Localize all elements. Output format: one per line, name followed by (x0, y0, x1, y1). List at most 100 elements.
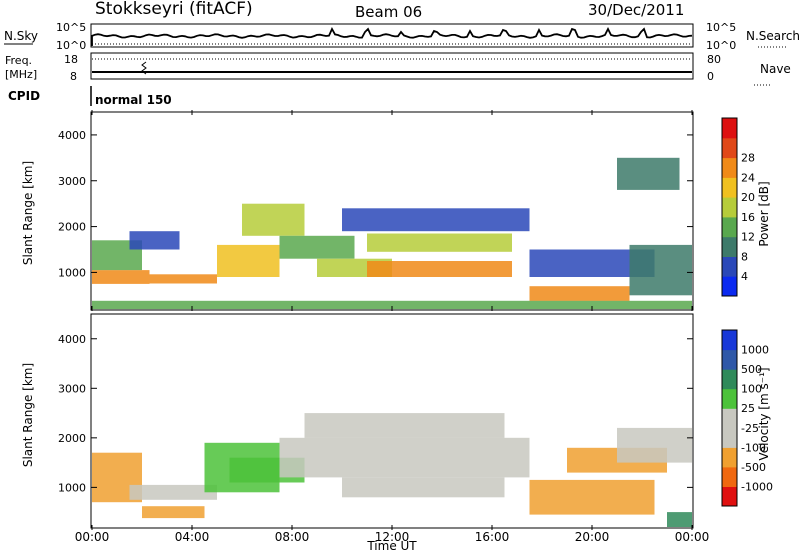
power-cbar-segment-6 (722, 157, 737, 178)
velocity-ytick-label-1: 2000 (58, 432, 86, 445)
power-cell-14 (617, 157, 680, 190)
velocity-cbar-segment-6 (722, 369, 737, 390)
power-cell-5 (242, 203, 305, 236)
power-cell-4 (217, 244, 280, 277)
power-cell-3 (129, 231, 180, 250)
velocity-ytick-label-2: 3000 (58, 382, 86, 395)
velocity-cbar-tick-1: 500 (741, 363, 762, 376)
power-cell-0 (92, 270, 150, 284)
x-tick-label-3: 12:00 (375, 530, 410, 544)
freq-axis-top: 18 (64, 53, 78, 66)
power-heatmap (92, 157, 692, 310)
velocity-cell-10 (617, 427, 692, 463)
freq-label: Freq. (5, 54, 32, 67)
noise-panel-frame (90, 23, 694, 48)
power-cbar-tick-2: 12 (741, 231, 755, 244)
velocity-heatmap (92, 413, 692, 527)
nave-axis-top: 80 (707, 53, 721, 66)
power-cbar-frame (721, 117, 738, 297)
power-cbar-segment-1 (722, 256, 737, 277)
x-tick-label-1: 04:00 (175, 530, 210, 544)
power-cbar-tick-1: 8 (741, 250, 748, 263)
velocity-cbar-segment-1 (722, 466, 737, 487)
x-tick-label-0: 00:00 (75, 530, 110, 544)
cpid-value: normal 150 (95, 93, 172, 107)
power-cbar-label: Power [dB] (757, 181, 771, 246)
velocity-ytick-label-0: 1000 (58, 481, 86, 494)
velocity-cbar-tick-4: -25 (741, 422, 759, 435)
x-axis-label: Time UT (366, 539, 417, 553)
power-cbar-segment-5 (722, 177, 737, 198)
velocity-cbar-segment-7 (722, 349, 737, 370)
velocity-cbar-tick-7: -1000 (741, 480, 773, 493)
beam-title: Beam 06 (355, 3, 422, 21)
x-tick-label-4: 16:00 (475, 530, 510, 544)
velocity-ytick-label-3: 4000 (58, 333, 86, 346)
velocity-cell-7 (342, 477, 505, 498)
velocity-cbar-tick-6: -500 (741, 461, 766, 474)
power-cbar-segment-3 (722, 216, 737, 238)
power-cell-15 (92, 300, 692, 310)
power-ytick-label-0: 1000 (58, 266, 86, 279)
velocity-cell-8 (529, 479, 655, 515)
power-cbar-tick-6: 28 (741, 152, 755, 165)
velocity-cbar-label: Velocity [m s⁻¹] (757, 367, 771, 460)
power-cbar-segment-7 (722, 137, 737, 159)
station-title: Stokkseyri (fitACF) (95, 0, 253, 19)
velocity-cbar-segment-0 (722, 486, 737, 507)
nsky-label: N.Sky (4, 29, 38, 43)
power-cell-8 (367, 261, 512, 277)
noise-axis-bottom-right: 10^0 (706, 39, 736, 52)
power-ytick-label-3: 4000 (58, 129, 86, 142)
velocity-cbar-segment-8 (722, 330, 737, 351)
x-tick-label-5: 20:00 (575, 530, 610, 544)
date-title: 30/Dec/2011 (588, 1, 684, 19)
freq-axis-bottom: 8 (70, 70, 77, 83)
power-cell-10 (342, 208, 530, 232)
freq-panel-frame (90, 52, 694, 80)
power-cell-6 (279, 235, 355, 259)
velocity-cbar-frame (721, 329, 738, 507)
noise-axis-top-right: 10^5 (706, 21, 736, 34)
velocity-cell-5 (279, 437, 530, 478)
freq-spike (141, 61, 147, 75)
power-cell-9 (367, 233, 512, 252)
power-cbar-tick-3: 16 (741, 211, 755, 224)
velocity-cell-2 (142, 506, 205, 519)
power-ytick-label-2: 3000 (58, 175, 86, 188)
power-cbar-segment-2 (722, 236, 737, 257)
velocity-cell-11 (667, 512, 692, 527)
velocity-cbar-segment-3 (722, 427, 737, 448)
power-cbar-tick-4: 20 (741, 191, 755, 204)
power-cbar-tick-0: 4 (741, 270, 748, 283)
nave-label: Nave (760, 62, 791, 76)
velocity-cbar-tick-5: -100 (741, 441, 766, 454)
velocity-cbar-segment-5 (722, 388, 737, 409)
power-cbar-segment-8 (722, 118, 737, 139)
velocity-cbar-tick-2: 100 (741, 383, 762, 396)
nave-axis-bottom: 0 (707, 70, 714, 83)
power-cell-13 (629, 244, 692, 296)
mhz-label: [MHz] (5, 68, 37, 81)
velocity-cell-1 (129, 484, 217, 500)
power-cbar-segment-4 (722, 197, 737, 218)
velocity-cbar-tick-0: 1000 (741, 344, 769, 357)
cpid-label: CPID (8, 89, 40, 103)
velocity-cbar-tick-3: 25 (741, 402, 755, 415)
power-ytick-label-1: 2000 (58, 221, 86, 234)
power-cbar-segment-0 (722, 276, 737, 297)
velocity-cbar-segment-4 (722, 408, 737, 429)
power-cell-11 (529, 286, 630, 301)
nsearch-label: N.Search (746, 29, 800, 43)
velocity-cell-6 (304, 413, 505, 438)
nsky-trace (91, 26, 693, 46)
noise-axis-bottom-left: 10^0 (56, 39, 86, 52)
velocity-ylabel: Slant Range [km] (21, 363, 35, 467)
noise-axis-top-left: 10^5 (56, 21, 86, 34)
x-tick-label-6: 00:00 (675, 530, 710, 544)
velocity-cbar-segment-2 (722, 447, 737, 468)
power-cbar-tick-5: 24 (741, 171, 755, 184)
x-tick-label-2: 08:00 (275, 530, 310, 544)
power-ylabel: Slant Range [km] (21, 161, 35, 265)
